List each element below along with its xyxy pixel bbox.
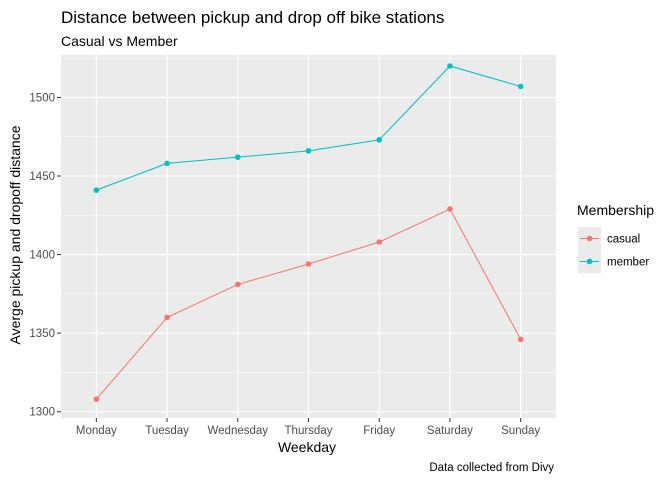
- x-axis-title: Weekday: [278, 439, 336, 455]
- data-point-casual: [376, 239, 383, 245]
- y-tick-labels: 1300 1350 1400 1450 1500: [29, 92, 55, 418]
- legend-items: casual member: [578, 227, 649, 273]
- legend-item-casual: casual: [578, 227, 640, 250]
- y-tick-label: 1450: [29, 171, 55, 183]
- data-point-member: [164, 160, 170, 167]
- x-tick-label: Sunday: [501, 425, 540, 437]
- data-point-casual: [234, 281, 241, 288]
- legend-label: casual: [607, 234, 640, 246]
- axis-ticks: [57, 96, 522, 422]
- x-tick-label: Monday: [76, 425, 117, 437]
- chart-title: Distance between pickup and drop off bik…: [61, 8, 444, 27]
- data-point-casual: [447, 206, 453, 212]
- data-point-member: [93, 187, 100, 193]
- data-point-member: [376, 137, 383, 143]
- major-gridlines: [61, 55, 556, 418]
- y-tick-label: 1300: [29, 407, 55, 419]
- data-point-member: [305, 148, 312, 154]
- y-tick-label: 1350: [29, 328, 55, 340]
- data-point-member: [447, 63, 453, 69]
- data-point-casual: [517, 336, 524, 343]
- x-tick-labels: Monday Tuesday Wednesday Thursday Friday Satu…: [76, 425, 540, 437]
- chart-caption: Data collected from Divy: [429, 462, 554, 474]
- chart-subtitle: Casual vs Member: [61, 33, 178, 49]
- y-tick-label: 1500: [29, 92, 55, 104]
- legend-label: member: [607, 257, 649, 269]
- x-tick-label: Friday: [363, 425, 395, 437]
- data-point-casual: [164, 314, 170, 321]
- y-tick-label: 1400: [29, 250, 55, 262]
- data-point-casual: [93, 396, 100, 402]
- data-point-member: [234, 154, 241, 160]
- legend-title: Membership: [577, 202, 654, 218]
- x-tick-label: Thursday: [285, 425, 333, 437]
- x-tick-label: Saturday: [427, 425, 473, 437]
- legend-item-member: member: [578, 250, 649, 273]
- data-point-member: [517, 83, 524, 90]
- x-tick-label: Tuesday: [145, 425, 189, 437]
- series-casual: [93, 206, 524, 402]
- series-member: [93, 63, 524, 193]
- y-axis-title: Averge pickup and dropoff distance: [7, 125, 23, 344]
- legend-key-point: [586, 258, 593, 265]
- series-layer: [93, 63, 524, 402]
- legend-key-point: [586, 235, 593, 242]
- x-tick-label: Wednesday: [208, 425, 269, 437]
- data-point-casual: [305, 261, 312, 267]
- legend: Membership casual member: [577, 202, 654, 273]
